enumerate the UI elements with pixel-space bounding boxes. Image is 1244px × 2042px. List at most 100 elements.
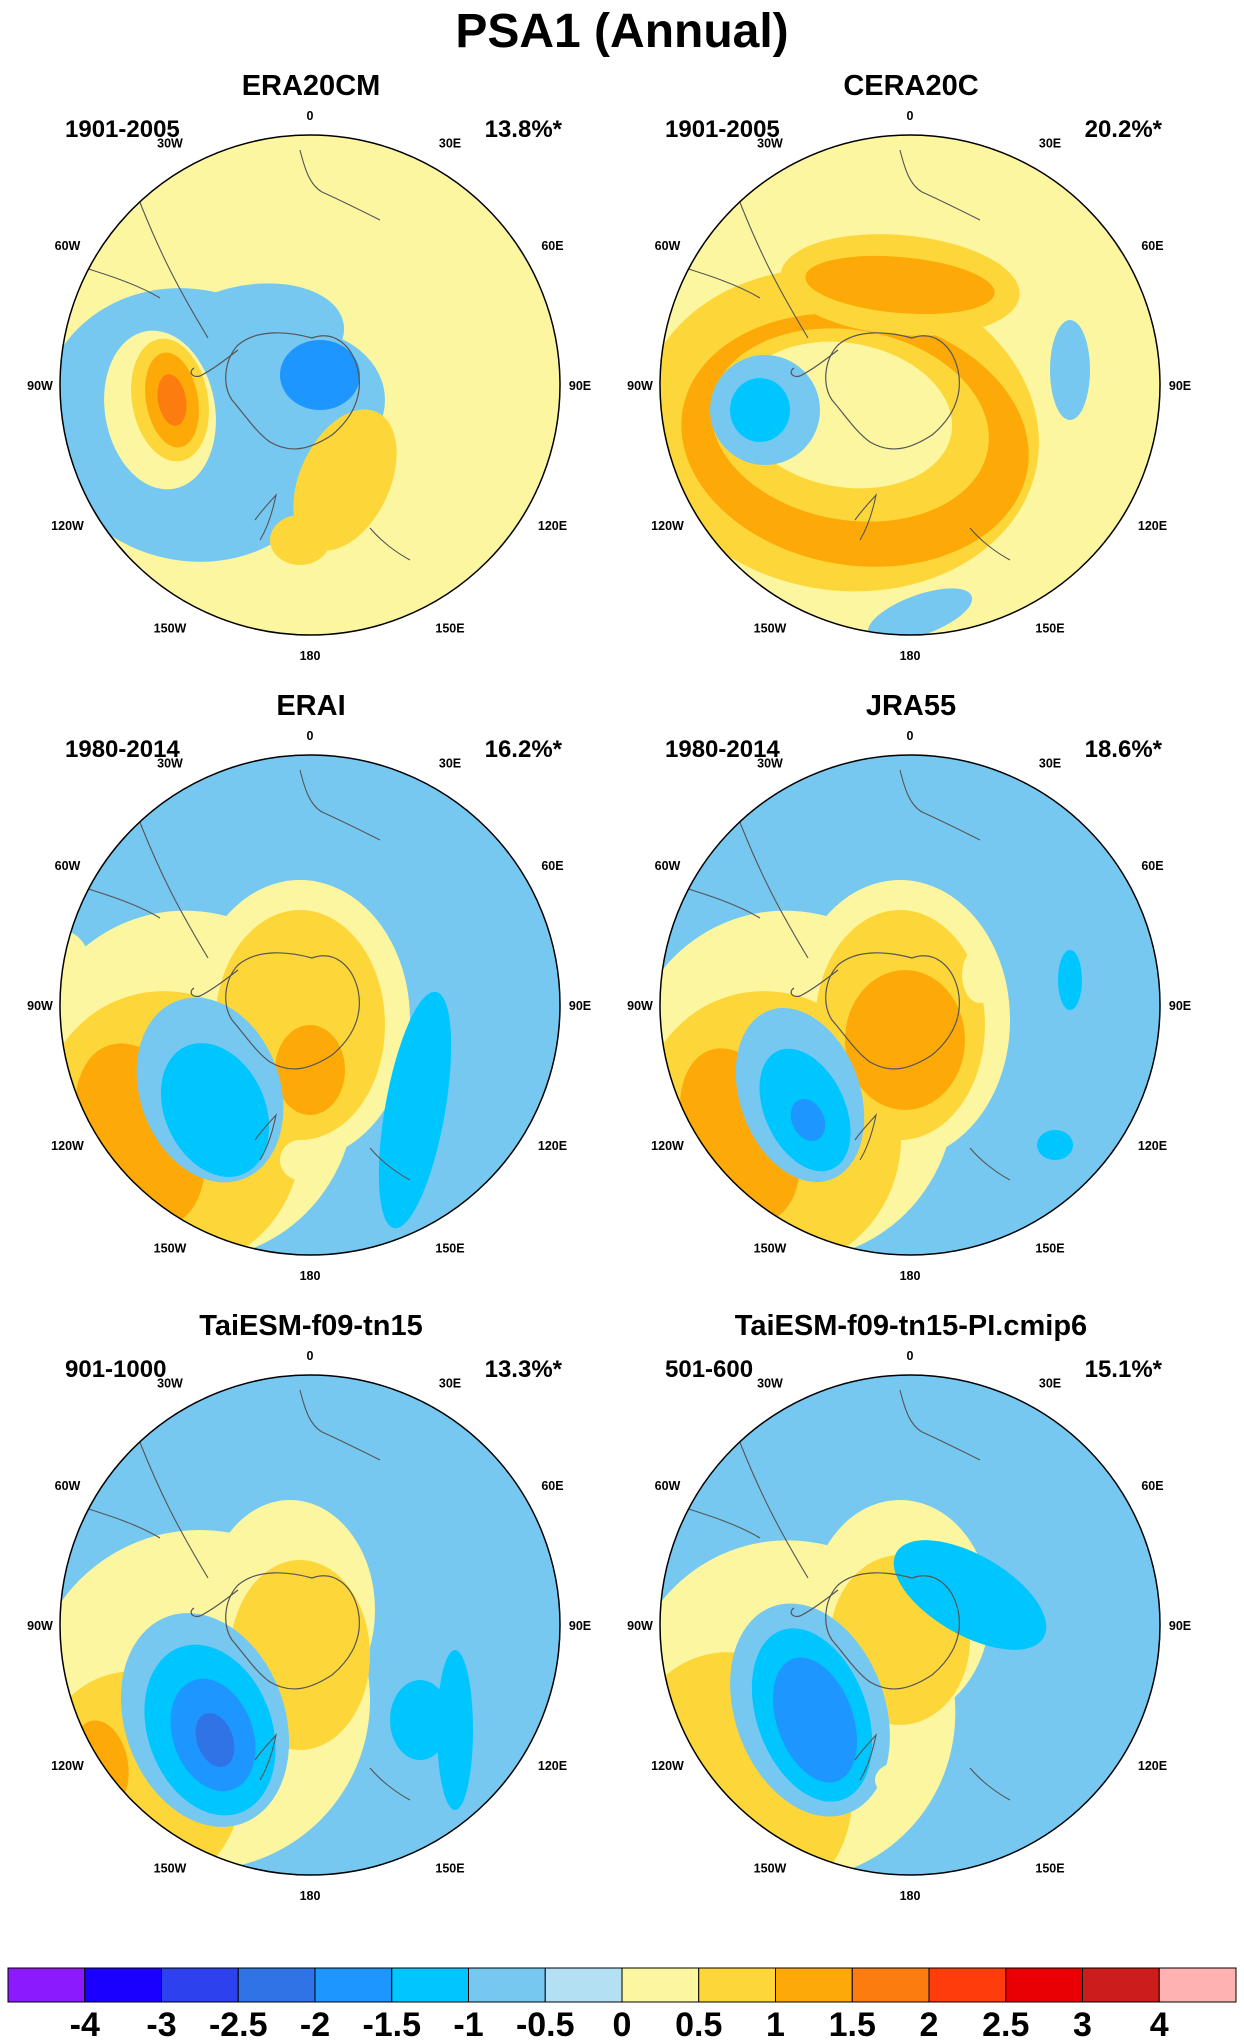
panel-title: JRA55 <box>865 690 957 722</box>
longitude-label: 90E <box>1169 379 1191 393</box>
peninsula-coastline <box>790 1589 839 1617</box>
longitude-label: 150W <box>154 621 187 635</box>
map-panel-erai: ERAI 1980-2014 16.2%* 0 30E 60E 90E 120E 150E… <box>0 690 622 1310</box>
coastline <box>854 493 877 541</box>
longitude-label: 180 <box>300 1269 321 1283</box>
anomaly-contour <box>378 991 452 1229</box>
longitude-label: 30E <box>439 757 461 771</box>
longitude-label: 120W <box>651 1759 684 1773</box>
antarctica-coastline <box>825 1572 960 1690</box>
longitude-label: 120E <box>538 519 567 533</box>
map-panel-era20cm: ERA20CM 1901-2005 13.8%* 0 30E 60E 90E 120E 1… <box>0 70 622 690</box>
longitude-label: 60E <box>1141 859 1163 873</box>
longitude-label: 30W <box>157 1377 183 1391</box>
anomaly-contour <box>280 1140 320 1180</box>
longitude-label: 90W <box>627 999 653 1013</box>
polar-map: 0 30E 60E 90E 120E 150E 180 150W 120W 90W 60W 30W <box>27 109 591 663</box>
anomaly-contour <box>790 1098 826 1142</box>
longitude-label: 180 <box>900 1889 921 1903</box>
map-panel-taiesm: TaiESM-f09-tn15 901-1000 13.3%* 0 30E 60E 9… <box>0 1310 622 1930</box>
longitude-label: 120E <box>1138 1139 1167 1153</box>
colorbar-tick-label: -2.5 <box>209 2006 268 2040</box>
peninsula-coastline <box>790 349 839 377</box>
colorbar-tick-label: -4 <box>70 2006 100 2040</box>
longitude-label: 30E <box>439 137 461 151</box>
colorbar-tick-label: 3 <box>1073 2006 1092 2040</box>
longitude-label: 60E <box>541 859 563 873</box>
figure-title: PSA1 (Annual) <box>455 5 789 58</box>
colorbar-swatch <box>1158 1967 1237 2003</box>
anomaly-contour <box>867 588 973 635</box>
longitude-label: 0 <box>907 109 914 123</box>
longitude-label: 60E <box>541 1479 563 1493</box>
anomaly-contour <box>157 374 187 426</box>
coastline <box>299 1389 381 1461</box>
panel-title: ERAI <box>276 690 346 722</box>
coastline <box>369 527 411 561</box>
polar-map: 0 30E 60E 90E 120E 150E 180 150W 120W 90W 60W 30W <box>27 729 591 1283</box>
panel-title: TaiESM-f09-tn15-PI.cmip6 <box>734 1310 1088 1342</box>
anomaly-contour <box>805 255 995 315</box>
longitude-label: 30W <box>757 137 783 151</box>
longitude-label: 0 <box>307 729 314 743</box>
colorbar-tick-label: 2 <box>920 2006 939 2040</box>
colorbar: -4 -3 -2.5 -2 -1.5 -1 -0.5 0 0.5 1 1.5 2 2.5 3 4 <box>7 1967 1237 2040</box>
colorbar-swatch <box>468 1967 546 2003</box>
map-boundary <box>659 754 1161 1256</box>
longitude-label: 60W <box>655 859 681 873</box>
longitude-label: 60E <box>541 239 563 253</box>
colorbar-tick-label: 4 <box>1150 2006 1169 2040</box>
longitude-label: 180 <box>900 649 921 663</box>
variance-label: 16.2%* <box>484 736 562 763</box>
longitude-label: 30E <box>1039 1377 1061 1391</box>
anomaly-contour <box>772 1657 858 1783</box>
peninsula-coastline <box>190 349 239 377</box>
longitude-label: 90W <box>27 379 53 393</box>
anomaly-contour <box>390 1680 450 1760</box>
anomaly-contour <box>280 340 360 410</box>
anomaly-contour <box>1050 320 1090 420</box>
longitude-label: 30E <box>439 1377 461 1391</box>
coastline <box>969 1147 1011 1181</box>
panel-title: TaiESM-f09-tn15 <box>199 1310 423 1342</box>
anomaly-contour <box>690 135 750 153</box>
colorbar-swatch <box>851 1967 930 2003</box>
anomaly-contour <box>730 378 790 442</box>
coastline <box>899 1389 981 1461</box>
antarctica-coastline <box>225 1572 360 1690</box>
colorbar-tick-label: 1 <box>766 2006 785 2040</box>
antarctica-coastline <box>225 952 360 1070</box>
colorbar-swatch <box>621 1967 700 2003</box>
coastline <box>299 149 381 221</box>
peninsula-coastline <box>190 1589 239 1617</box>
longitude-label: 120W <box>51 1759 84 1773</box>
longitude-label: 60W <box>55 859 81 873</box>
anomaly-contour <box>845 970 965 1110</box>
longitude-label: 90W <box>627 379 653 393</box>
longitude-label: 30W <box>157 137 183 151</box>
coastline <box>369 1147 411 1181</box>
longitude-label: 150E <box>1035 1861 1064 1875</box>
map-boundary <box>59 134 561 636</box>
coastline <box>969 527 1011 561</box>
anomaly-contour <box>437 1650 473 1810</box>
period-label: 501-600 <box>665 1356 754 1383</box>
polar-map: 0 30E 60E 90E 120E 150E 180 150W 120W 90W 60W 30W <box>627 109 1191 663</box>
peninsula-coastline <box>190 969 239 997</box>
coastline <box>254 1733 277 1781</box>
variance-label: 18.6%* <box>1084 736 1162 763</box>
longitude-label: 90W <box>27 999 53 1013</box>
anomaly-contour <box>893 1540 1047 1650</box>
anomaly-contour <box>270 515 330 565</box>
longitude-label: 150E <box>435 1861 464 1875</box>
longitude-label: 30W <box>757 757 783 771</box>
longitude-label: 60E <box>1141 1479 1163 1493</box>
coastline <box>299 769 381 841</box>
longitude-label: 120W <box>51 1139 84 1153</box>
colorbar-swatch <box>698 1967 776 2003</box>
variance-label: 20.2%* <box>1084 116 1162 143</box>
period-label: 1980-2014 <box>665 736 780 763</box>
longitude-label: 150E <box>1035 621 1064 635</box>
longitude-label: 90E <box>1169 1619 1191 1633</box>
map-panel-jra55: JRA55 1980-2014 18.6%* 0 30E 60E 90E 120E 150… <box>600 690 1222 1310</box>
